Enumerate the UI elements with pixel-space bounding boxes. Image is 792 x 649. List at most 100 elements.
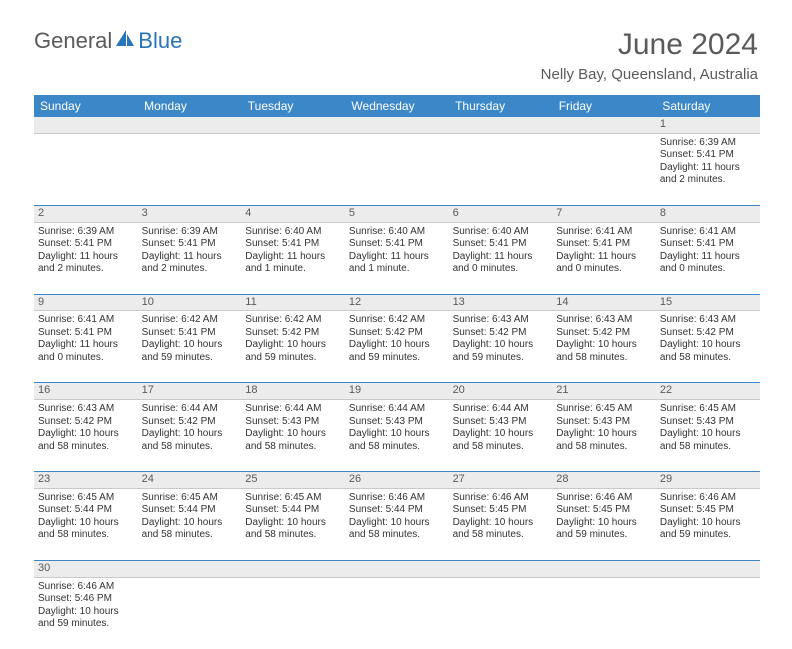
sun-info-line: Sunset: 5:41 PM xyxy=(142,327,238,340)
sun-info-line: Sunrise: 6:45 AM xyxy=(38,492,134,505)
logo: General Blue xyxy=(34,28,182,54)
sun-info-line: Daylight: 10 hours xyxy=(349,428,445,441)
sun-info-line: Sunset: 5:42 PM xyxy=(660,327,756,340)
sun-info-line: and 59 minutes. xyxy=(38,618,134,631)
day-detail-cell: Sunrise: 6:41 AMSunset: 5:41 PMDaylight:… xyxy=(656,222,760,294)
day-number-cell: 16 xyxy=(34,383,138,400)
sun-info-line: Sunrise: 6:42 AM xyxy=(349,314,445,327)
day-number-row: 1 xyxy=(34,117,760,133)
day-detail-cell: Sunrise: 6:39 AMSunset: 5:41 PMDaylight:… xyxy=(34,222,138,294)
sun-info-line: Daylight: 10 hours xyxy=(38,428,134,441)
day-detail-cell: Sunrise: 6:44 AMSunset: 5:43 PMDaylight:… xyxy=(345,400,449,472)
day-detail-row: Sunrise: 6:45 AMSunset: 5:44 PMDaylight:… xyxy=(34,488,760,560)
sun-info-line: Sunset: 5:43 PM xyxy=(453,416,549,429)
weekday-header: Monday xyxy=(138,95,242,117)
page-title: June 2024 xyxy=(541,28,758,62)
sun-info-line: Daylight: 10 hours xyxy=(245,428,341,441)
sun-info-line: and 58 minutes. xyxy=(349,529,445,542)
sun-info-line: and 58 minutes. xyxy=(245,529,341,542)
sun-info-line: Sunrise: 6:46 AM xyxy=(660,492,756,505)
day-detail-cell: Sunrise: 6:43 AMSunset: 5:42 PMDaylight:… xyxy=(552,311,656,383)
day-detail-cell: Sunrise: 6:46 AMSunset: 5:46 PMDaylight:… xyxy=(34,577,138,649)
day-detail-cell: Sunrise: 6:45 AMSunset: 5:44 PMDaylight:… xyxy=(34,488,138,560)
day-number-cell: 5 xyxy=(345,205,449,222)
weekday-header: Sunday xyxy=(34,95,138,117)
sun-info-line: Sunrise: 6:41 AM xyxy=(660,226,756,239)
day-detail-cell: Sunrise: 6:39 AMSunset: 5:41 PMDaylight:… xyxy=(138,222,242,294)
sun-info-line: Daylight: 10 hours xyxy=(556,339,652,352)
day-detail-cell: Sunrise: 6:41 AMSunset: 5:41 PMDaylight:… xyxy=(34,311,138,383)
day-detail-cell: Sunrise: 6:42 AMSunset: 5:42 PMDaylight:… xyxy=(345,311,449,383)
sun-info-line: and 1 minute. xyxy=(349,263,445,276)
day-detail-cell: Sunrise: 6:42 AMSunset: 5:41 PMDaylight:… xyxy=(138,311,242,383)
sun-info-line: Sunrise: 6:46 AM xyxy=(453,492,549,505)
sun-info-line: Sunrise: 6:43 AM xyxy=(453,314,549,327)
sun-info-line: Daylight: 10 hours xyxy=(556,517,652,530)
day-detail-cell: Sunrise: 6:45 AMSunset: 5:44 PMDaylight:… xyxy=(138,488,242,560)
sun-info-line: Sunrise: 6:44 AM xyxy=(349,403,445,416)
sun-info-line: Daylight: 10 hours xyxy=(245,517,341,530)
sun-info-line: Sunrise: 6:45 AM xyxy=(660,403,756,416)
day-number-cell xyxy=(552,560,656,577)
sun-info-line: and 0 minutes. xyxy=(453,263,549,276)
sun-info-line: Daylight: 11 hours xyxy=(142,251,238,264)
sun-info-line: and 1 minute. xyxy=(245,263,341,276)
day-detail-cell xyxy=(138,133,242,205)
day-detail-cell xyxy=(241,577,345,649)
day-number-row: 30 xyxy=(34,560,760,577)
logo-text-2: Blue xyxy=(138,28,182,54)
sun-info-line: Daylight: 11 hours xyxy=(245,251,341,264)
sun-info-line: Sunrise: 6:46 AM xyxy=(556,492,652,505)
sun-info-line: Daylight: 10 hours xyxy=(556,428,652,441)
page-subtitle: Nelly Bay, Queensland, Australia xyxy=(541,66,758,83)
sun-info-line: Daylight: 10 hours xyxy=(349,517,445,530)
day-detail-cell: Sunrise: 6:40 AMSunset: 5:41 PMDaylight:… xyxy=(449,222,553,294)
day-detail-cell: Sunrise: 6:46 AMSunset: 5:44 PMDaylight:… xyxy=(345,488,449,560)
day-detail-cell xyxy=(449,577,553,649)
sun-info-line: Sunset: 5:41 PM xyxy=(556,238,652,251)
sun-info-line: Daylight: 10 hours xyxy=(38,517,134,530)
weekday-header: Thursday xyxy=(449,95,553,117)
day-number-cell: 28 xyxy=(552,472,656,489)
sun-info-line: Sunset: 5:44 PM xyxy=(38,504,134,517)
day-number-cell xyxy=(345,117,449,133)
day-number-cell: 18 xyxy=(241,383,345,400)
day-detail-cell xyxy=(34,133,138,205)
sun-info-line: Sunset: 5:41 PM xyxy=(453,238,549,251)
day-number-row: 23242526272829 xyxy=(34,472,760,489)
day-detail-cell xyxy=(552,133,656,205)
sun-info-line: Sunrise: 6:43 AM xyxy=(38,403,134,416)
weekday-header-row: Sunday Monday Tuesday Wednesday Thursday… xyxy=(34,95,760,117)
sun-info-line: Sunrise: 6:44 AM xyxy=(245,403,341,416)
sun-info-line: and 59 minutes. xyxy=(556,529,652,542)
sun-info-line: Daylight: 10 hours xyxy=(660,339,756,352)
sun-info-line: Daylight: 10 hours xyxy=(245,339,341,352)
sun-info-line: Daylight: 10 hours xyxy=(142,428,238,441)
sun-info-line: Sunset: 5:45 PM xyxy=(660,504,756,517)
day-detail-cell xyxy=(345,577,449,649)
day-number-cell xyxy=(552,117,656,133)
day-number-cell xyxy=(34,117,138,133)
day-detail-cell: Sunrise: 6:42 AMSunset: 5:42 PMDaylight:… xyxy=(241,311,345,383)
day-number-cell: 4 xyxy=(241,205,345,222)
weekday-header: Saturday xyxy=(656,95,760,117)
sun-info-line: Sunset: 5:43 PM xyxy=(660,416,756,429)
header: General Blue June 2024 Nelly Bay, Queens… xyxy=(0,0,792,91)
sun-info-line: Sunrise: 6:46 AM xyxy=(38,581,134,594)
sail-icon xyxy=(114,28,136,54)
sun-info-line: Sunset: 5:41 PM xyxy=(38,238,134,251)
sun-info-line: Sunset: 5:44 PM xyxy=(349,504,445,517)
weekday-header: Tuesday xyxy=(241,95,345,117)
sun-info-line: Daylight: 10 hours xyxy=(453,517,549,530)
sun-info-line: and 58 minutes. xyxy=(660,352,756,365)
sun-info-line: Sunset: 5:41 PM xyxy=(38,327,134,340)
sun-info-line: Sunset: 5:41 PM xyxy=(245,238,341,251)
sun-info-line: Sunrise: 6:45 AM xyxy=(142,492,238,505)
day-detail-cell: Sunrise: 6:46 AMSunset: 5:45 PMDaylight:… xyxy=(449,488,553,560)
day-detail-cell xyxy=(138,577,242,649)
sun-info-line: and 59 minutes. xyxy=(349,352,445,365)
day-number-cell: 30 xyxy=(34,560,138,577)
sun-info-line: Daylight: 11 hours xyxy=(349,251,445,264)
sun-info-line: Daylight: 10 hours xyxy=(660,517,756,530)
day-detail-cell: Sunrise: 6:39 AMSunset: 5:41 PMDaylight:… xyxy=(656,133,760,205)
